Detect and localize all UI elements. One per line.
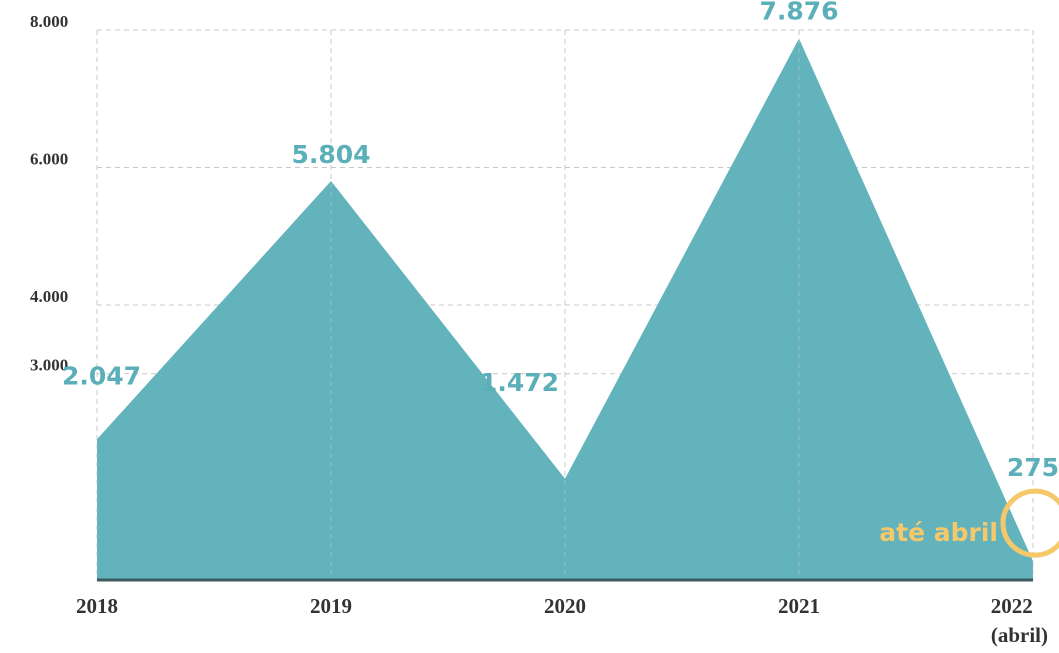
value-label: 275 (1007, 453, 1059, 482)
value-label: 1.472 (480, 368, 559, 397)
annotation: até abril (879, 518, 998, 547)
x-tick-label: 2021 (778, 594, 820, 618)
y-tick-label: 3.000 (30, 356, 68, 375)
y-tick-label: 6.000 (30, 149, 68, 168)
y-tick-label: 8.000 (30, 12, 68, 31)
x-tick-label-line: (abril) (991, 623, 1048, 647)
x-tick-label: 2022 (abril) (991, 594, 1048, 647)
x-tick-label: 2018 (76, 594, 118, 618)
x-tick-label: 2019 (310, 594, 352, 618)
y-tick-label: 4.000 (30, 287, 68, 306)
value-label: 2.047 (62, 361, 141, 390)
x-tick-label: 2020 (544, 594, 586, 618)
annotation-circle (1000, 488, 1059, 558)
value-label: 7.876 (759, 0, 838, 26)
value-label: 5.804 (291, 140, 370, 169)
x-tick-label-line: 2022 (991, 594, 1038, 618)
